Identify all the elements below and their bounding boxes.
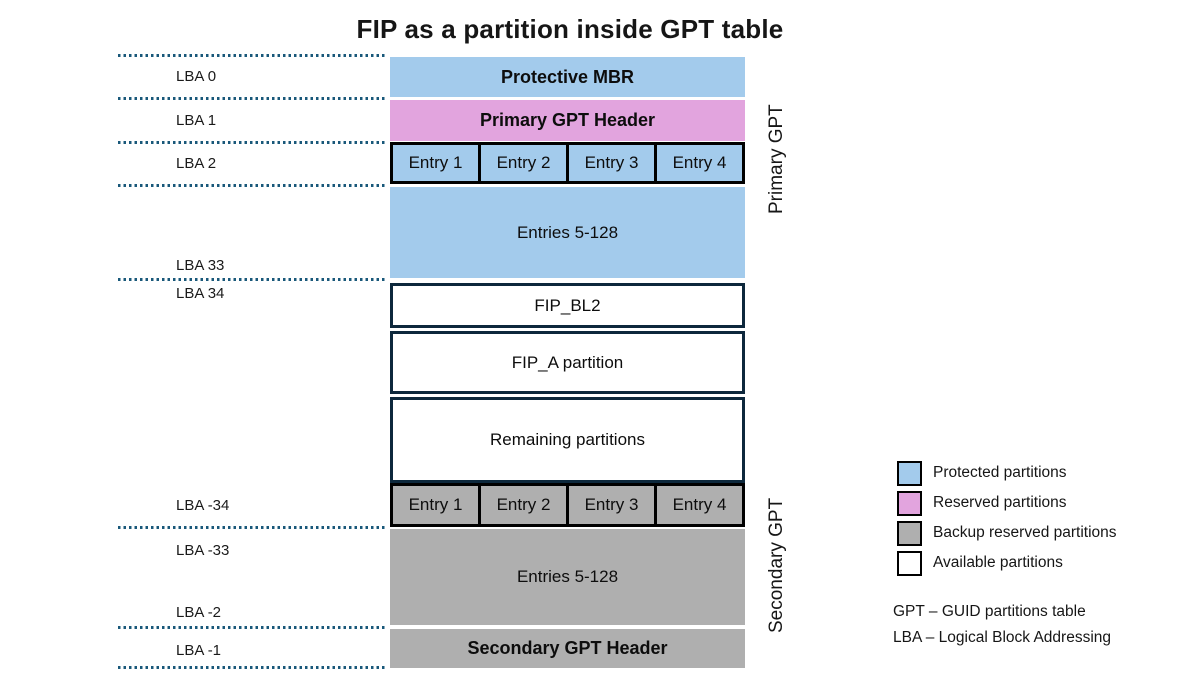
dotted-separator	[118, 97, 386, 100]
entry-cell: Entry 4	[654, 486, 742, 524]
entry-cell: Entry 2	[478, 145, 566, 181]
legend-label: Available partitions	[933, 554, 1063, 571]
entry-cell: Entry 3	[566, 145, 654, 181]
entry-cell: Entry 4	[654, 145, 742, 181]
primary-gpt-side-label: Primary GPT	[766, 104, 787, 215]
entry-cell: Entry 1	[408, 153, 463, 172]
dotted-separator	[118, 666, 386, 669]
lba-label-neg-1: LBA -1	[176, 642, 222, 659]
block-secondary-entries-rest: Entries 5-128	[390, 529, 745, 625]
block-primary-gpt-header: Primary GPT Header	[390, 100, 745, 141]
primary-entry-row: Entry 1 Entry 2 Entry 3 Entry 4	[390, 142, 745, 184]
dotted-separator	[118, 184, 386, 187]
dotted-separator	[118, 626, 386, 629]
legend-label: Reserved partitions	[933, 494, 1067, 511]
legend-item-available: Available partitions	[897, 550, 1117, 576]
block-secondary-gpt-header: Secondary GPT Header	[390, 629, 745, 668]
entry-cell: Entry 3	[566, 486, 654, 524]
dotted-separator	[118, 526, 386, 529]
legend-item-backup: Backup reserved partitions	[897, 520, 1117, 546]
lba-label-2: LBA 2	[176, 155, 217, 172]
lba-label-neg-33: LBA -33	[176, 542, 230, 559]
legend-item-reserved: Reserved partitions	[897, 490, 1117, 516]
block-primary-entries-rest: Entries 5-128	[390, 187, 745, 278]
legend: Protected partitions Reserved partitions…	[897, 460, 1117, 580]
diagram-title: FIP as a partition inside GPT table	[356, 14, 784, 44]
lba-label-neg-34: LBA -34	[176, 497, 230, 514]
dotted-separator	[118, 54, 386, 57]
backup-swatch	[897, 520, 922, 546]
available-swatch	[897, 550, 922, 576]
lba-label-34: LBA 34	[176, 285, 225, 302]
secondary-gpt-side-label: Secondary GPT	[766, 497, 787, 634]
secondary-entry-row: Entry 1 Entry 2 Entry 3 Entry 4	[390, 483, 745, 527]
dotted-separator	[118, 278, 386, 281]
note-gpt: GPT – GUID partitions table	[893, 603, 1086, 620]
legend-item-protected: Protected partitions	[897, 460, 1117, 486]
block-fip-a: FIP_A partition	[390, 331, 745, 394]
lba-label-1: LBA 1	[176, 112, 217, 129]
legend-label: Backup reserved partitions	[933, 524, 1117, 541]
entry-cell: Entry 1	[408, 495, 463, 514]
block-protective-mbr: Protective MBR	[390, 57, 745, 97]
block-remaining: Remaining partitions	[390, 397, 745, 483]
protected-swatch	[897, 460, 922, 486]
block-fip-bl2: FIP_BL2	[390, 283, 745, 328]
abbreviation-notes: GPT – GUID partitions table LBA – Logica…	[893, 599, 1111, 651]
legend-label: Protected partitions	[933, 464, 1067, 481]
lba-label-0: LBA 0	[176, 68, 217, 85]
lba-label-neg-2: LBA -2	[176, 604, 222, 621]
dotted-separator	[118, 141, 386, 144]
entry-cell: Entry 2	[478, 486, 566, 524]
reserved-swatch	[897, 490, 922, 516]
note-lba: LBA – Logical Block Addressing	[893, 629, 1111, 646]
lba-label-33: LBA 33	[176, 257, 225, 274]
